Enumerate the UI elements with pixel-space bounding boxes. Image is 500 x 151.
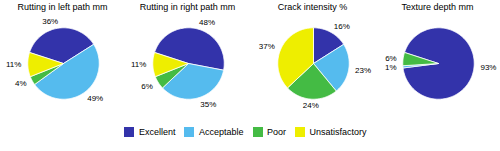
svg-text:93%: 93% xyxy=(480,63,496,72)
html-text:Rutting in left path mm: Rutting in left path mm xyxy=(17,2,108,12)
svg-text:23%: 23% xyxy=(355,66,371,75)
svg-text:36%: 36% xyxy=(42,17,58,26)
svg-text:4%: 4% xyxy=(15,79,27,88)
svg-text:6%: 6% xyxy=(385,54,397,63)
html-text:Poor: Poor xyxy=(267,126,286,137)
svg-text:11%: 11% xyxy=(5,60,20,69)
svg-text:35%: 35% xyxy=(200,100,216,109)
html-text:Texture depth mm: Texture depth mm xyxy=(401,2,474,12)
svg-text:6%: 6% xyxy=(141,82,153,91)
svg-text:37%: 37% xyxy=(258,42,274,51)
svg-text:24%: 24% xyxy=(302,101,318,110)
html-text:Acceptable: Acceptable xyxy=(199,126,244,137)
html-text:Unsatisfactory: Unsatisfactory xyxy=(309,126,367,137)
svg-text:11%: 11% xyxy=(130,60,145,69)
html-text:Crack intensity %: Crack intensity % xyxy=(277,2,348,12)
svg-text:48%: 48% xyxy=(198,18,214,27)
svg-text:1%: 1% xyxy=(384,63,396,72)
svg-text:49%: 49% xyxy=(87,94,103,103)
html-text:Excellent: Excellent xyxy=(138,126,176,137)
html-text:Rutting in right path mm: Rutting in right path mm xyxy=(139,2,236,12)
svg-text:16%: 16% xyxy=(333,22,349,31)
